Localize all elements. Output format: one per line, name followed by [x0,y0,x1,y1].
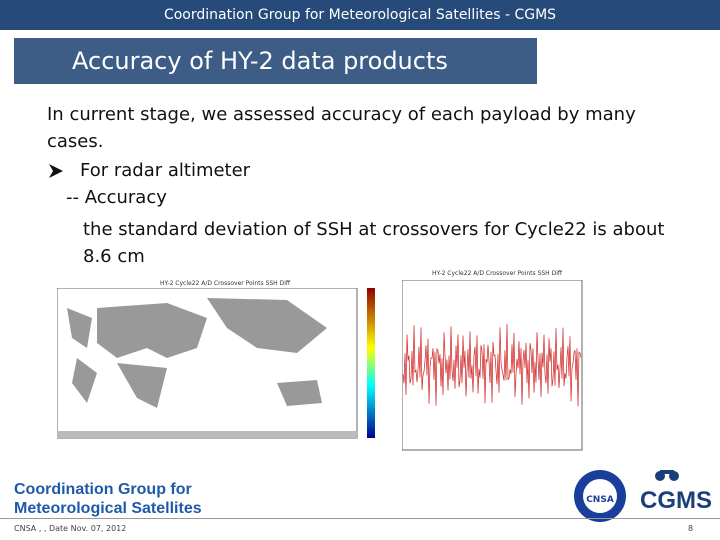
page-number: 8 [688,524,694,533]
detail: the standard deviation of SSH at crossov… [83,219,665,267]
figure-title: HY-2 Cycle22 A/D Crossover Points SSH Di… [431,270,563,277]
series-figure: HY-2 Cycle22 A/D Crossover Points SSH Di… [382,268,597,468]
logo-line: Coordination Group for [14,481,192,498]
map-figure: HY-2 Cycle22 A/D Crossover Points SSH Di… [45,278,395,450]
intro: In current stage, we assessed accuracy o… [47,104,636,152]
header: Coordination Group for Meteorological Sa… [0,0,720,30]
map [57,288,375,439]
cgms-wordmark: CGMS [640,487,712,514]
bullet: For radar altimeter [80,160,251,181]
cgms-icon [655,470,679,481]
figure-title: HY-2 Cycle22 A/D Crossover Points SSH Di… [159,280,291,287]
slide-title: Accuracy of HY-2 data products [14,38,537,84]
agency-logo: CNSA [574,470,626,522]
logo-line: Meteorological Satellites [14,500,202,517]
agency-name: CNSA [586,495,614,505]
bullet-arrow [49,164,63,178]
sub-heading: -- Accuracy [66,187,167,208]
footer-rule [0,518,720,519]
footer-text: CNSA , , Date Nov. 07, 2012 [14,524,127,533]
series-plot [402,280,583,451]
cgms-logo: Coordination Group for Meteorological Sa… [14,480,202,518]
